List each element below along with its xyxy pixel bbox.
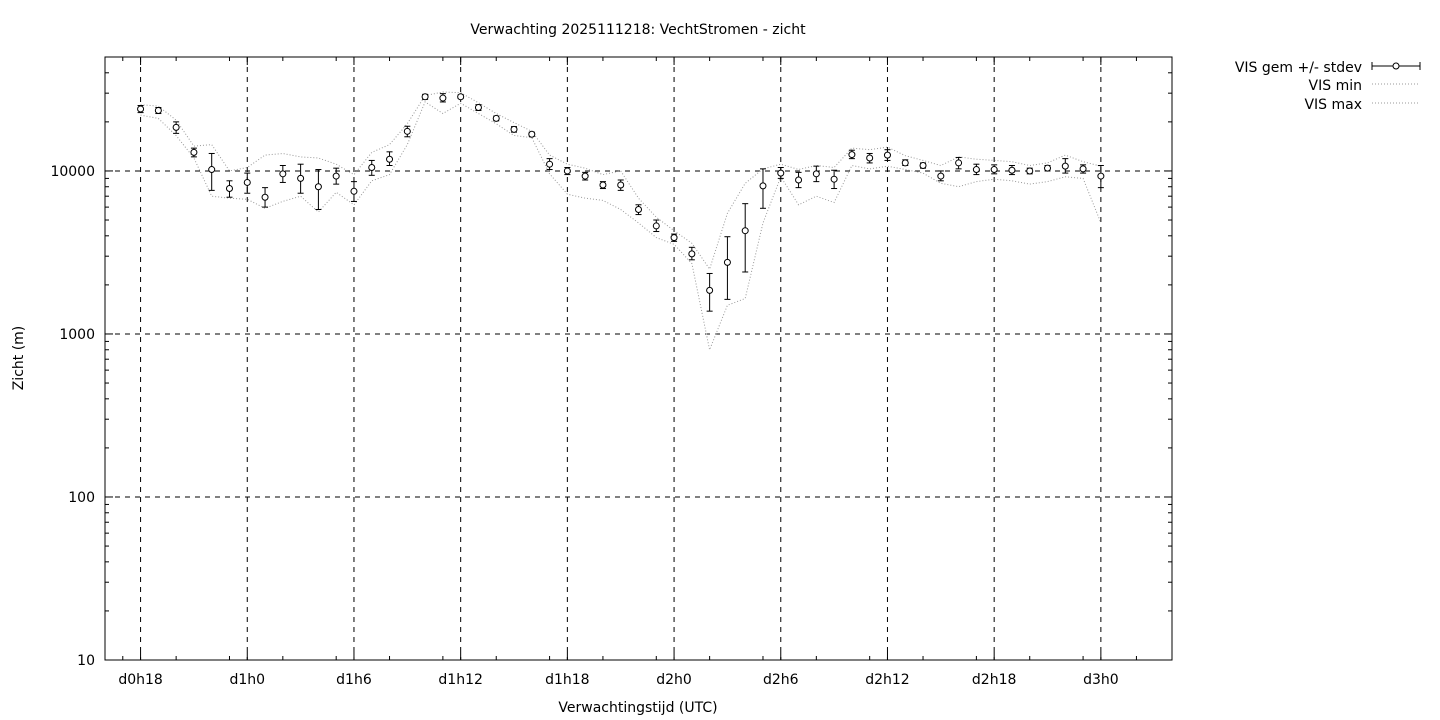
data-point xyxy=(652,222,660,230)
data-point xyxy=(866,154,874,162)
data-point xyxy=(706,286,714,294)
legend-label: VIS gem +/- stdev xyxy=(1235,60,1362,76)
data-point xyxy=(581,172,589,180)
data-point xyxy=(759,182,767,190)
data-point xyxy=(386,155,394,163)
legend: VIS gem +/- stdev VIS min VIS max xyxy=(1235,60,1421,113)
data-point xyxy=(172,123,180,131)
data-point xyxy=(314,183,322,191)
data-point xyxy=(297,174,305,182)
data-point xyxy=(368,163,376,171)
y-tick-label: 100 xyxy=(68,490,95,506)
series-lines xyxy=(140,91,1102,352)
data-point xyxy=(795,176,803,184)
data-point xyxy=(137,105,145,113)
data-point xyxy=(812,170,820,178)
x-tick-labels: d0h18 d1h0 d1h6 d1h12 d1h18 d2h0 d2h6 d2h12 d2h1… xyxy=(118,672,1118,688)
data-point xyxy=(261,193,269,201)
legend-label: VIS max xyxy=(1304,97,1362,113)
data-point xyxy=(901,159,909,167)
data-point xyxy=(1097,172,1105,180)
data-point xyxy=(474,104,482,112)
legend-swatch-point xyxy=(1392,62,1400,70)
chart-title: Verwachting 2025111218: VechtStromen - z… xyxy=(470,22,806,38)
data-point xyxy=(439,94,447,102)
data-point xyxy=(208,166,216,174)
axis-ticks xyxy=(105,56,1172,661)
data-point xyxy=(350,187,358,195)
x-tick-label: d2h6 xyxy=(763,672,799,688)
data-point xyxy=(937,172,945,180)
grid-lines xyxy=(105,57,1172,660)
data-point xyxy=(1079,165,1087,173)
x-axis-label: Verwachtingstijd (UTC) xyxy=(558,700,717,716)
data-point xyxy=(1026,167,1034,175)
data-point xyxy=(421,93,429,101)
data-point xyxy=(457,93,465,101)
data-point xyxy=(1044,164,1052,172)
data-point xyxy=(723,258,731,266)
x-tick-label: d2h18 xyxy=(972,672,1016,688)
data-point xyxy=(883,151,891,159)
data-point xyxy=(670,234,678,242)
data-point xyxy=(599,181,607,189)
data-point xyxy=(332,172,340,180)
data-point xyxy=(190,148,198,156)
data-point xyxy=(243,178,251,186)
data-point xyxy=(154,106,162,114)
y-tick-label: 1000 xyxy=(59,327,95,343)
y-tick-labels: 10 100 1000 10000 xyxy=(50,164,95,669)
legend-label: VIS min xyxy=(1309,78,1362,94)
data-point xyxy=(403,127,411,135)
x-tick-label: d2h12 xyxy=(865,672,909,688)
data-point xyxy=(528,130,536,138)
data-point xyxy=(279,170,287,178)
data-point xyxy=(563,167,571,175)
x-tick-label: d2h0 xyxy=(656,672,692,688)
y-tick-label: 10 xyxy=(77,653,95,669)
data-point xyxy=(492,114,500,122)
data-point xyxy=(617,181,625,189)
data-point xyxy=(1008,166,1016,174)
y-axis-label: Zicht (m) xyxy=(11,326,27,391)
y-tick-label: 10000 xyxy=(50,164,95,180)
x-tick-label: d3h0 xyxy=(1083,672,1119,688)
x-tick-label: d1h6 xyxy=(336,672,372,688)
data-point xyxy=(546,160,554,168)
data-point xyxy=(688,250,696,258)
series-line-vis-min xyxy=(140,101,1102,352)
x-tick-label: d0h18 xyxy=(118,672,162,688)
data-point xyxy=(225,185,233,193)
data-point xyxy=(635,206,642,214)
plot-frame xyxy=(104,56,1173,661)
data-point xyxy=(777,169,785,177)
data-point xyxy=(990,166,998,174)
data-point xyxy=(919,161,927,169)
data-point xyxy=(955,159,963,167)
x-tick-label: d1h12 xyxy=(438,672,482,688)
data-point xyxy=(741,227,749,235)
data-point xyxy=(510,125,518,133)
series-points xyxy=(137,93,1105,312)
data-point xyxy=(1061,162,1069,170)
x-tick-label: d1h18 xyxy=(545,672,589,688)
data-point xyxy=(830,175,838,183)
data-point xyxy=(848,151,856,159)
x-tick-label: d1h0 xyxy=(229,672,265,688)
data-point xyxy=(972,166,980,174)
